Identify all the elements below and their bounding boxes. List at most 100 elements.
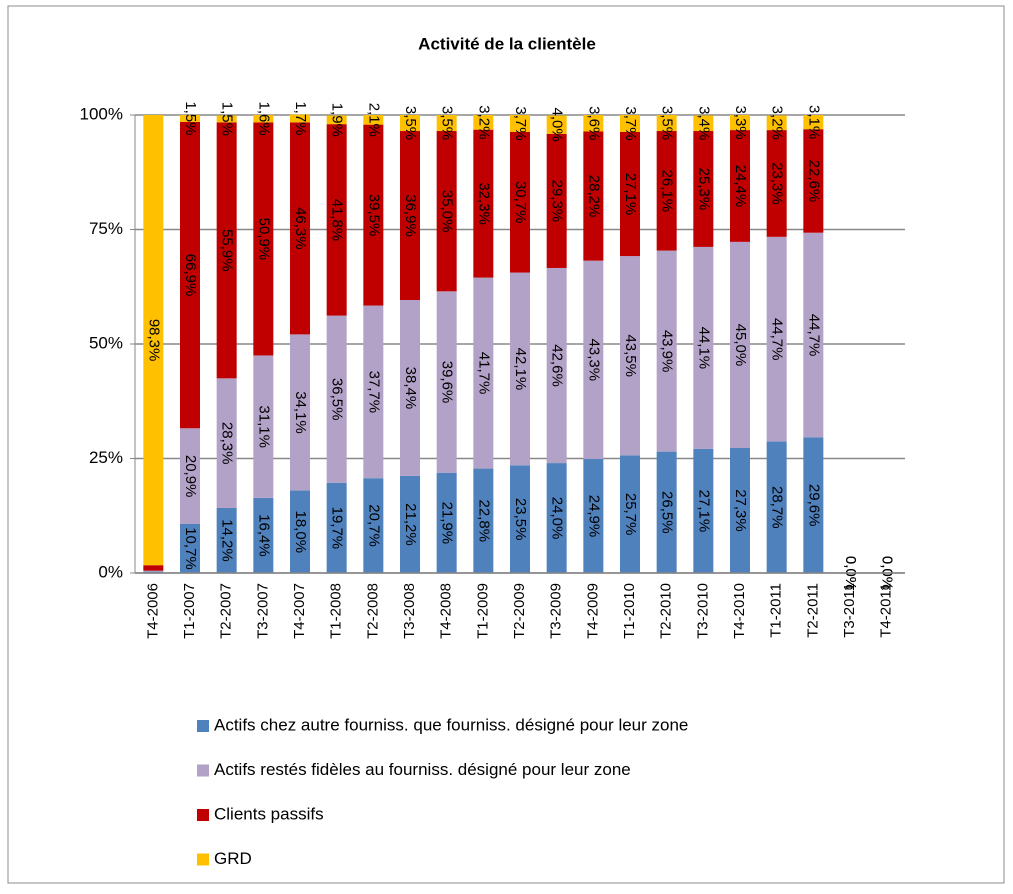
data-label: 23,5%: [512, 498, 529, 541]
data-label: 37,7%: [365, 371, 382, 414]
bar-segment: [363, 124, 384, 306]
data-label: 34,1%: [292, 391, 309, 434]
x-tick-label: T4-2007: [291, 583, 308, 639]
x-tick-label: T2-2010: [658, 583, 675, 639]
bar-segment: [400, 131, 420, 301]
bar-segment: [546, 133, 567, 268]
bar-segment: [803, 115, 824, 130]
x-tick-label: T1-2008: [328, 583, 345, 639]
data-label: 43,9%: [659, 330, 676, 373]
data-label: 22,8%: [475, 500, 492, 543]
legend-swatch: [197, 853, 209, 866]
data-label: 43,5%: [622, 334, 639, 377]
data-label: 22,6%: [805, 160, 822, 203]
data-label: 3,5%: [439, 106, 456, 140]
bar-segment: [693, 131, 714, 247]
data-label: 38,4%: [402, 367, 419, 410]
bar-segment: [253, 497, 274, 573]
legend-label: GRD: [214, 849, 252, 868]
bar-segment: [510, 131, 530, 273]
data-label: 46,3%: [292, 207, 309, 250]
data-label: 3,1%: [805, 105, 822, 139]
bar-segment: [290, 334, 310, 491]
bar-segment: [656, 250, 677, 452]
data-label: 16,4%: [255, 514, 272, 557]
data-label: 18,0%: [292, 511, 309, 554]
bar-segment: [326, 482, 347, 573]
bar-segment: [180, 428, 200, 524]
y-tick-label: 25%: [89, 448, 123, 467]
legend-label: Actifs restés fidèles au fourniss. désig…: [214, 760, 631, 779]
bar-segment: [620, 115, 640, 132]
bar-segment: [253, 355, 274, 498]
y-tick-label: 100%: [80, 104, 123, 123]
data-label: 39,5%: [365, 194, 382, 237]
y-tick-label: 50%: [89, 333, 123, 352]
data-label: 1,5%: [219, 102, 236, 136]
data-label: 44,7%: [805, 314, 822, 357]
bar-segment: [143, 115, 164, 566]
bar-segment: [253, 115, 274, 123]
bar-segment: [510, 115, 530, 132]
data-label: 3,5%: [402, 106, 419, 140]
bar-segment: [216, 122, 237, 379]
data-label: 2,1%: [365, 103, 382, 137]
data-label: 3,2%: [475, 105, 492, 139]
x-tick-label: T4-2009: [584, 583, 601, 639]
data-label: 31,1%: [255, 405, 272, 448]
bar-segment: [803, 232, 824, 438]
bar-segment: [216, 115, 237, 123]
bar-segment: [583, 131, 604, 261]
data-label: 55,9%: [219, 229, 236, 272]
data-label: 30,7%: [512, 181, 529, 224]
data-label: 3,4%: [695, 106, 712, 140]
x-tick-label: T2-2008: [364, 583, 381, 639]
data-label: 50,9%: [255, 218, 272, 261]
data-label: 41,8%: [329, 199, 346, 242]
bar-segment: [436, 472, 457, 573]
chart-frame: [7, 5, 1005, 884]
data-label: 4,0%: [549, 108, 566, 142]
bar-segment: [730, 241, 750, 448]
bar-segment: [326, 124, 347, 316]
data-label: 24,0%: [549, 497, 566, 540]
bar-segment: [180, 121, 200, 429]
bar-segment: [180, 115, 200, 122]
x-tick-label: T1-2009: [474, 583, 491, 639]
bar-segment: [656, 451, 677, 573]
bar-segment: [363, 305, 384, 479]
legend-swatch: [197, 809, 209, 821]
bar-segment: [766, 236, 787, 442]
data-label: 10,7%: [182, 527, 199, 570]
x-tick-label: T2-2009: [511, 583, 528, 639]
data-label: 36,9%: [402, 194, 419, 237]
bar-segment: [766, 130, 787, 237]
bar-segment: [473, 277, 494, 469]
bar-segment: [326, 315, 347, 483]
data-label: 24,4%: [732, 165, 749, 208]
data-label: 41,7%: [475, 352, 492, 395]
data-label: 3,6%: [585, 106, 602, 140]
bar-segment: [290, 122, 310, 335]
data-label: 35,0%: [439, 190, 456, 233]
x-tick-label: T1-2010: [621, 583, 638, 639]
data-label: 98,3%: [145, 319, 162, 362]
data-label: 3,7%: [622, 106, 639, 140]
bar-segment: [620, 455, 640, 573]
data-label: 3,7%: [512, 106, 529, 140]
x-tick-label: T3-2010: [694, 583, 711, 639]
data-label: 42,1%: [512, 348, 529, 391]
legend-swatch: [197, 720, 209, 732]
data-label: 28,3%: [219, 422, 236, 465]
data-label: 44,1%: [695, 327, 712, 370]
bar-segment: [363, 115, 384, 125]
x-tick-label: T3-2011: [841, 583, 858, 638]
bar-segment: [363, 478, 384, 573]
bar-segment: [803, 437, 824, 573]
y-tick-label: 0%: [98, 562, 123, 581]
bar-segment: [546, 267, 567, 464]
data-label: 25,7%: [622, 493, 639, 536]
data-label: 28,7%: [769, 486, 786, 529]
x-tick-label: T3-2008: [401, 583, 418, 639]
bar-segment: [693, 448, 714, 573]
